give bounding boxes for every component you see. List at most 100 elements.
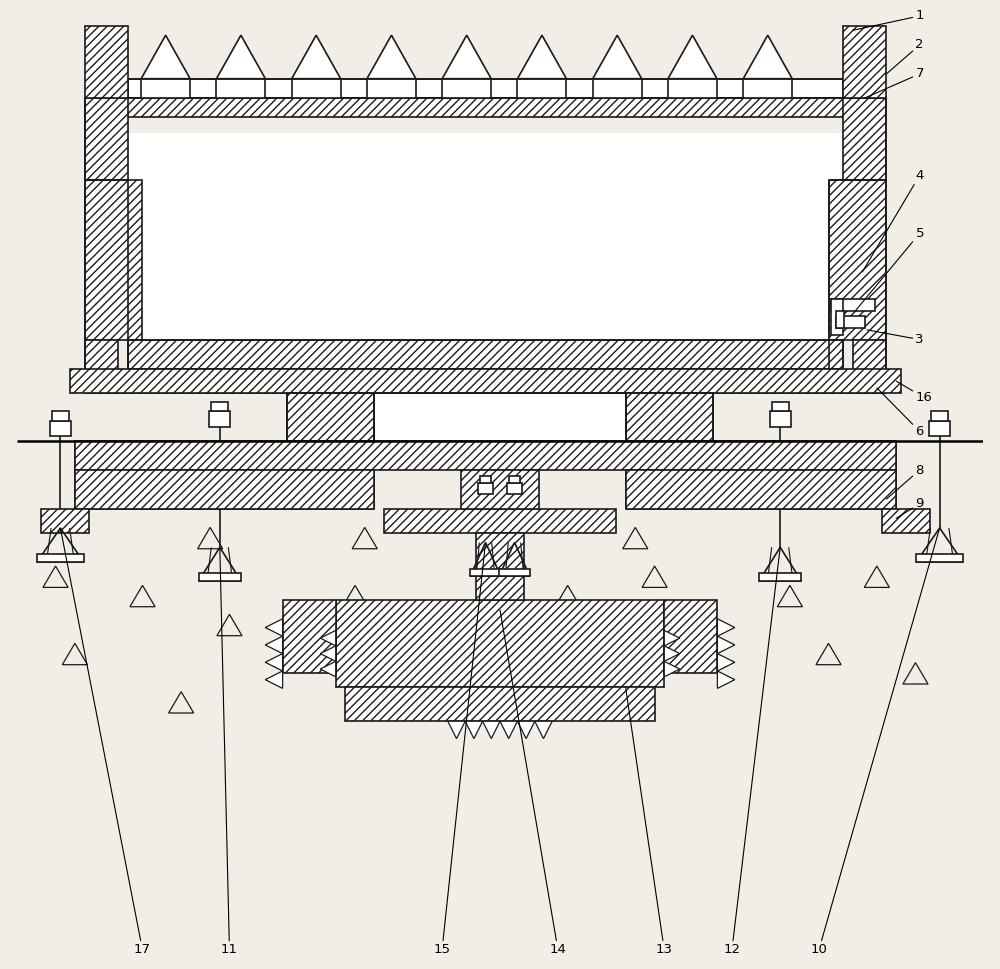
Bar — [367, 78, 416, 98]
Bar — [664, 601, 717, 672]
Bar — [626, 470, 896, 509]
Bar — [507, 483, 522, 494]
Polygon shape — [141, 35, 190, 78]
Bar — [50, 421, 71, 436]
Bar — [442, 78, 491, 98]
Polygon shape — [535, 721, 552, 738]
Bar — [882, 509, 930, 533]
Bar — [836, 311, 844, 328]
Bar — [478, 483, 493, 494]
Bar — [287, 392, 374, 451]
Bar — [772, 402, 789, 411]
Text: 15: 15 — [434, 543, 486, 956]
Polygon shape — [717, 619, 735, 637]
Polygon shape — [320, 631, 336, 646]
Polygon shape — [448, 721, 465, 738]
Text: 3: 3 — [867, 329, 924, 346]
Polygon shape — [320, 661, 336, 676]
Text: 2: 2 — [886, 39, 924, 74]
Bar — [141, 78, 190, 98]
Bar — [929, 421, 950, 436]
Text: 12: 12 — [723, 547, 780, 956]
Bar — [85, 339, 118, 392]
Text: 7: 7 — [865, 68, 924, 98]
Text: 6: 6 — [877, 388, 924, 438]
Bar — [85, 98, 128, 180]
Bar — [41, 509, 89, 533]
Bar — [292, 78, 341, 98]
Bar — [759, 574, 801, 581]
Bar — [75, 470, 374, 509]
Polygon shape — [664, 646, 680, 661]
Bar — [499, 569, 530, 577]
Bar — [476, 533, 524, 601]
Bar — [128, 339, 843, 368]
Polygon shape — [320, 646, 336, 661]
Bar — [831, 299, 875, 311]
Bar — [517, 78, 566, 98]
Polygon shape — [265, 637, 283, 653]
Bar — [85, 98, 886, 117]
Text: 11: 11 — [220, 547, 238, 956]
Bar — [626, 392, 713, 451]
Polygon shape — [442, 35, 491, 78]
Bar — [831, 299, 843, 334]
Polygon shape — [216, 35, 265, 78]
Polygon shape — [265, 653, 283, 671]
Bar — [593, 78, 642, 98]
Polygon shape — [717, 637, 735, 653]
Bar — [216, 78, 265, 98]
Polygon shape — [593, 35, 642, 78]
Bar — [853, 339, 886, 392]
Bar — [843, 98, 886, 180]
Polygon shape — [265, 619, 283, 637]
Bar — [142, 180, 829, 368]
Bar — [70, 368, 901, 392]
Polygon shape — [664, 661, 680, 676]
Bar — [461, 470, 539, 509]
Polygon shape — [743, 35, 792, 78]
Bar — [345, 687, 655, 721]
Bar — [843, 25, 886, 98]
Bar — [336, 601, 664, 687]
Bar — [283, 601, 336, 672]
Bar — [743, 78, 792, 98]
Polygon shape — [465, 721, 483, 738]
Bar — [37, 554, 84, 562]
Polygon shape — [717, 671, 735, 688]
Bar — [199, 574, 241, 581]
Bar — [384, 509, 616, 533]
Polygon shape — [717, 653, 735, 671]
Polygon shape — [367, 35, 416, 78]
Bar — [85, 25, 128, 98]
Bar — [509, 476, 520, 483]
Polygon shape — [668, 35, 717, 78]
Bar — [211, 402, 228, 411]
Bar — [209, 411, 230, 426]
Bar — [128, 133, 843, 368]
Polygon shape — [664, 631, 680, 646]
Bar — [470, 569, 501, 577]
Text: 17: 17 — [60, 528, 151, 956]
Bar — [52, 412, 69, 421]
Text: 4: 4 — [862, 169, 924, 272]
Bar — [836, 316, 865, 328]
Bar — [128, 180, 843, 339]
Polygon shape — [292, 35, 341, 78]
Text: 16: 16 — [896, 381, 932, 404]
Bar — [668, 78, 717, 98]
Text: 13: 13 — [626, 687, 673, 956]
Bar — [829, 180, 886, 339]
Bar — [480, 476, 491, 483]
Bar — [916, 554, 963, 562]
Text: 1: 1 — [853, 10, 924, 30]
Polygon shape — [517, 721, 535, 738]
Bar — [770, 411, 791, 426]
Polygon shape — [265, 671, 283, 688]
Polygon shape — [517, 35, 566, 78]
Polygon shape — [500, 721, 517, 738]
Polygon shape — [483, 721, 500, 738]
Text: 9: 9 — [896, 497, 924, 518]
Bar — [75, 441, 896, 470]
Bar — [374, 392, 626, 451]
